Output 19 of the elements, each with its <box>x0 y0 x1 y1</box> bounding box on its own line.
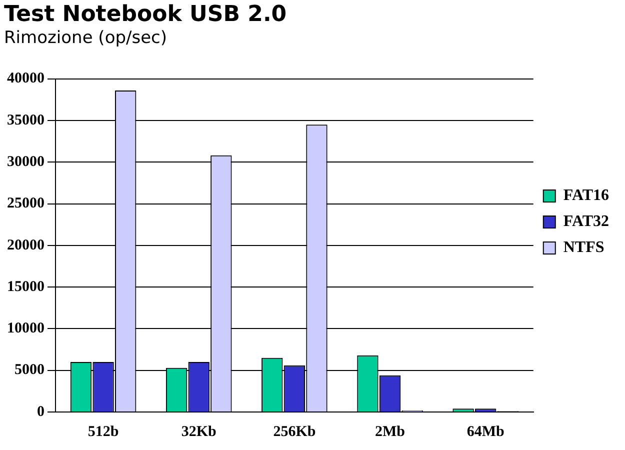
x-tick-label: 512b <box>88 424 119 440</box>
y-tick-label: 25000 <box>7 196 44 212</box>
y-tick-label: 0 <box>37 404 44 420</box>
x-tick-label: 2Mb <box>375 424 406 440</box>
legend-label: FAT32 <box>563 213 609 230</box>
chart-subtitle: Rimozione (op/sec) <box>4 28 168 48</box>
y-tick-label: 30000 <box>7 154 44 170</box>
x-tick-label: 64Mb <box>466 424 504 440</box>
y-tick-label: 20000 <box>7 237 44 254</box>
y-tick-label: 10000 <box>7 320 44 337</box>
chart-title: Test Notebook USB 2.0 <box>4 2 287 27</box>
y-tick-label: 5000 <box>14 362 44 378</box>
legend-label: FAT16 <box>563 187 609 204</box>
legend-label: NTFS <box>563 239 604 256</box>
y-tick-label: 40000 <box>7 70 44 87</box>
x-tick-label: 32Kb <box>181 424 216 440</box>
x-tick-label: 256Kb <box>273 424 316 440</box>
y-tick-label: 15000 <box>7 278 44 295</box>
y-tick-label: 35000 <box>7 112 44 128</box>
